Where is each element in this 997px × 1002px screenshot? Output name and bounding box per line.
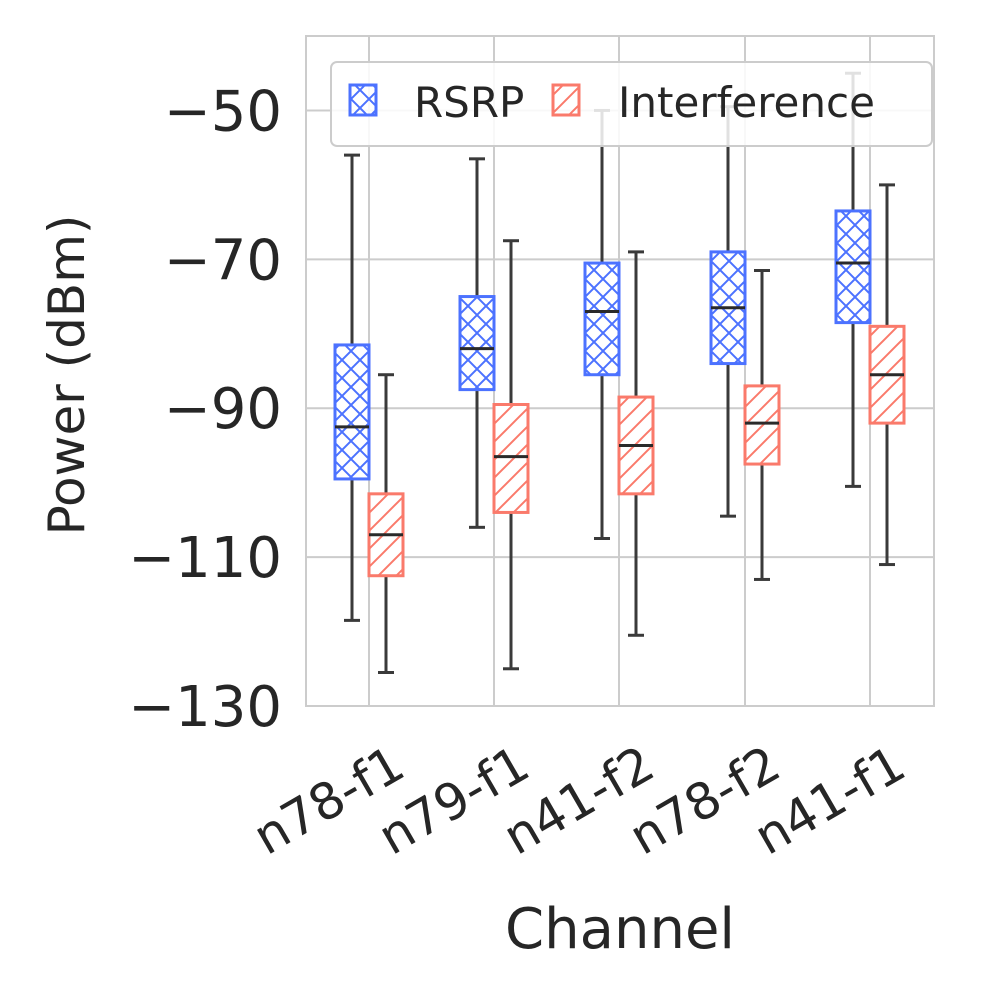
- interference-box: [868, 183, 906, 567]
- legend-swatch: [551, 83, 581, 117]
- box-body: [583, 261, 621, 377]
- legend-label: RSRP: [414, 78, 524, 127]
- box-body: [743, 384, 781, 466]
- y-tick-label: −50: [164, 79, 282, 144]
- rsrp-box: [834, 71, 872, 488]
- interference-box: [367, 373, 405, 674]
- box-body: [834, 209, 872, 325]
- legend-swatch: [348, 83, 378, 117]
- rsrp-box: [709, 105, 747, 518]
- y-tick-label: −90: [164, 377, 282, 442]
- box-body: [458, 295, 496, 392]
- legend-label: Interference: [618, 78, 875, 127]
- rsrp-box: [458, 157, 496, 529]
- box-body: [333, 343, 371, 481]
- y-axis-label: Power (dBm): [38, 215, 96, 536]
- rsrp-box: [333, 153, 371, 622]
- interference-box: [743, 269, 781, 581]
- x-axis-label: Channel: [505, 897, 735, 962]
- legend: RSRP Interference: [330, 61, 933, 147]
- y-tick-label: −130: [128, 675, 282, 740]
- boxes: [333, 71, 906, 674]
- interference-box: [492, 239, 530, 671]
- y-tick-label: −110: [128, 526, 282, 591]
- box-body: [492, 403, 530, 514]
- rsrp-box: [583, 108, 621, 540]
- y-tick-label: −70: [164, 228, 282, 293]
- y-tick-labels: −130 −110 −90 −70 −50: [128, 79, 282, 740]
- interference-box: [617, 250, 655, 637]
- legend-box: [330, 61, 933, 147]
